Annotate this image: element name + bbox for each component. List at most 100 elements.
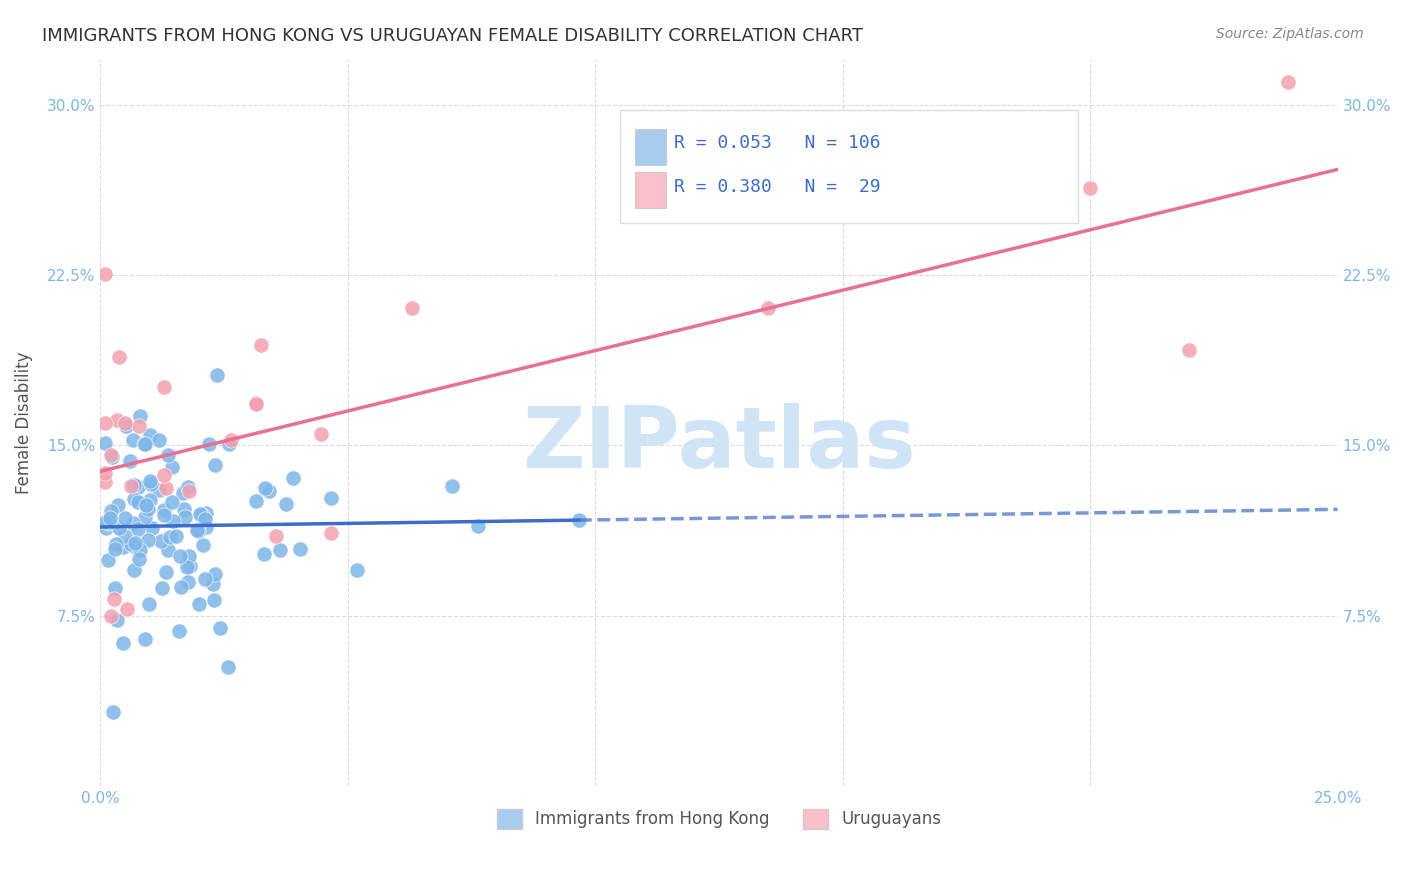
- Point: [121, 434, 143, 448]
- Point: [97, 552, 120, 566]
- Point: [204, 566, 226, 581]
- Point: [129, 409, 152, 424]
- Point: [121, 516, 143, 530]
- Point: [94, 515, 117, 529]
- Point: [122, 492, 145, 507]
- Point: [134, 436, 156, 450]
- Text: ZIPatlas: ZIPatlas: [522, 403, 915, 486]
- Point: [195, 520, 218, 534]
- Point: [134, 509, 156, 524]
- Text: IMMIGRANTS FROM HONG KONG VS URUGUAYAN FEMALE DISABILITY CORRELATION CHART: IMMIGRANTS FROM HONG KONG VS URUGUAYAN F…: [42, 27, 863, 45]
- Point: [346, 563, 368, 577]
- Point: [253, 481, 276, 495]
- Point: [94, 267, 117, 281]
- Text: R = 0.053   N = 106: R = 0.053 N = 106: [675, 134, 882, 153]
- Point: [152, 467, 174, 482]
- Point: [1178, 343, 1201, 357]
- Point: [156, 542, 179, 557]
- Point: [169, 549, 191, 563]
- Point: [104, 537, 127, 551]
- Point: [97, 516, 120, 530]
- Legend: Immigrants from Hong Kong, Uruguayans: Immigrants from Hong Kong, Uruguayans: [491, 802, 948, 836]
- Point: [245, 494, 267, 508]
- Point: [165, 529, 187, 543]
- FancyBboxPatch shape: [620, 111, 1078, 223]
- Point: [401, 301, 423, 315]
- Point: [167, 624, 190, 639]
- Point: [160, 459, 183, 474]
- Point: [134, 632, 156, 647]
- Point: [467, 519, 489, 533]
- Point: [245, 397, 267, 411]
- Point: [128, 419, 150, 434]
- Point: [198, 437, 221, 451]
- Point: [120, 454, 142, 468]
- Point: [177, 549, 200, 563]
- Point: [162, 495, 184, 509]
- Point: [194, 512, 217, 526]
- Point: [134, 437, 156, 451]
- Point: [173, 501, 195, 516]
- Point: [139, 477, 162, 491]
- Point: [176, 575, 198, 590]
- Point: [283, 471, 305, 485]
- Point: [107, 613, 129, 627]
- Point: [98, 515, 121, 529]
- Point: [176, 560, 198, 574]
- Point: [195, 506, 218, 520]
- Point: [114, 511, 136, 525]
- Point: [98, 511, 121, 525]
- Point: [135, 498, 157, 512]
- Point: [153, 502, 176, 516]
- Point: [205, 368, 228, 383]
- Point: [219, 433, 242, 447]
- FancyBboxPatch shape: [634, 128, 665, 165]
- Point: [104, 582, 127, 596]
- Point: [94, 416, 117, 430]
- Point: [115, 601, 138, 615]
- Point: [187, 597, 209, 611]
- Point: [100, 448, 122, 462]
- Point: [159, 531, 181, 545]
- Point: [288, 542, 311, 557]
- Point: [148, 433, 170, 447]
- Point: [194, 572, 217, 586]
- Point: [114, 416, 136, 430]
- Text: Source: ZipAtlas.com: Source: ZipAtlas.com: [1216, 27, 1364, 41]
- Point: [100, 504, 122, 518]
- Point: [128, 542, 150, 557]
- Point: [94, 436, 117, 450]
- Point: [115, 418, 138, 433]
- Point: [127, 480, 149, 494]
- Point: [173, 510, 195, 524]
- Point: [127, 522, 149, 536]
- Point: [155, 481, 177, 495]
- Point: [217, 660, 239, 674]
- Point: [124, 536, 146, 550]
- Point: [94, 475, 117, 489]
- Point: [568, 513, 591, 527]
- Point: [218, 436, 240, 450]
- Point: [104, 542, 127, 557]
- Point: [94, 467, 117, 481]
- Point: [187, 524, 209, 538]
- Point: [191, 508, 214, 523]
- Point: [138, 474, 160, 488]
- Point: [103, 591, 125, 606]
- Point: [152, 380, 174, 394]
- Point: [1078, 180, 1101, 194]
- Point: [100, 450, 122, 465]
- Point: [274, 497, 297, 511]
- Point: [188, 507, 211, 521]
- Point: [101, 706, 124, 720]
- Point: [204, 458, 226, 472]
- Point: [139, 492, 162, 507]
- Point: [108, 520, 131, 534]
- Point: [112, 541, 135, 555]
- Point: [250, 338, 273, 352]
- Point: [153, 508, 176, 522]
- Y-axis label: Female Disability: Female Disability: [15, 351, 32, 494]
- Point: [124, 540, 146, 554]
- Point: [172, 486, 194, 500]
- Point: [191, 538, 214, 552]
